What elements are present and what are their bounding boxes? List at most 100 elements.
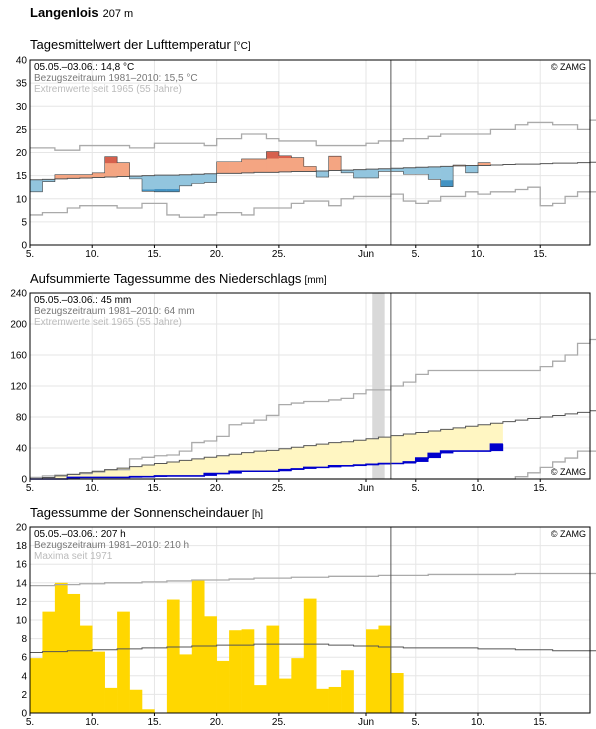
temperature-deviation-bar bbox=[216, 161, 230, 174]
temperature-deviation-bar bbox=[142, 175, 155, 192]
precipitation-max-line bbox=[30, 338, 596, 479]
temperature-legend-line-1: 05.05.–03.06.: 14,8 °C bbox=[34, 62, 134, 73]
temperature-x-tick-label: 20. bbox=[210, 249, 224, 260]
temperature-y-tick-label: 30 bbox=[16, 102, 28, 113]
temperature-deviation-bar bbox=[204, 173, 217, 183]
temperature-x-tick-label: 15. bbox=[533, 249, 547, 260]
station-name: Langenlois bbox=[30, 5, 99, 20]
temperature-deviation-bar bbox=[366, 169, 379, 178]
sunshine-bar bbox=[67, 593, 81, 713]
temperature-deviation-bar bbox=[341, 170, 354, 173]
precipitation-y-tick-label: 240 bbox=[10, 289, 27, 300]
temperature-plot-frame bbox=[29, 59, 591, 246]
temperature-x-tick-label: 5. bbox=[26, 249, 34, 260]
temperature-deviation-bar bbox=[303, 166, 317, 172]
temperature-unit: [°C] bbox=[233, 41, 251, 52]
sunshine-x-tick-label: 25. bbox=[272, 717, 286, 728]
sunshine-bar bbox=[216, 660, 230, 713]
temperature-deviation-bar bbox=[465, 165, 479, 173]
temperature-deviation-bar bbox=[241, 158, 255, 173]
precipitation-credit: © ZAMG bbox=[551, 467, 586, 477]
sunshine-y-tick-label: 10 bbox=[16, 616, 28, 627]
temperature-min-line bbox=[30, 186, 596, 218]
precipitation-reference-line bbox=[30, 410, 596, 480]
sunshine-x-tick-label: 10. bbox=[85, 717, 99, 728]
precipitation-y-tick-label: 0 bbox=[21, 475, 27, 486]
precipitation-daily-bar bbox=[229, 471, 242, 474]
sunshine-y-tick-label: 8 bbox=[21, 634, 27, 645]
sunshine-y-tick-label: 20 bbox=[16, 523, 28, 534]
sunshine-y-tick-label: 4 bbox=[21, 671, 27, 682]
temperature-deviation-bar bbox=[316, 171, 329, 178]
temperature-deviation-bar bbox=[154, 175, 168, 192]
precipitation-x-tick-label: 10. bbox=[471, 483, 485, 494]
temperature-deviation-bar bbox=[415, 167, 429, 175]
sunshine-bar bbox=[341, 670, 354, 713]
precipitation-x-tick-label: Jun bbox=[358, 483, 374, 494]
temperature-mean-line bbox=[30, 151, 491, 193]
temperature-extreme-bar bbox=[278, 155, 292, 159]
temperature-deviation-bar bbox=[403, 167, 417, 175]
temperature-title-text: Tagesmittelwert der Lufttemperatur bbox=[30, 37, 231, 52]
sunshine-x-tick-label: 5. bbox=[412, 717, 420, 728]
precipitation-sum-line bbox=[30, 443, 503, 480]
temperature-extreme-bar bbox=[142, 189, 155, 192]
sunshine-plot-frame bbox=[29, 526, 591, 714]
sunshine-unit: [h] bbox=[251, 509, 264, 520]
precipitation-daily-bar bbox=[204, 473, 217, 476]
temperature-deviation-bar bbox=[54, 174, 68, 179]
sunshine-bar bbox=[278, 678, 292, 713]
precipitation-x-tick-label: 5. bbox=[412, 483, 420, 494]
precipitation-daily-bar bbox=[415, 458, 429, 462]
temperature-y-tick-label: 25 bbox=[16, 125, 28, 136]
temperature-legend-line-3: Extremwerte seit 1965 (55 Jahre) bbox=[34, 84, 182, 95]
sunshine-bar bbox=[117, 611, 130, 713]
temperature-extreme-bar bbox=[266, 151, 280, 159]
precipitation-y-tick-label: 200 bbox=[10, 320, 27, 331]
temperature-y-tick-label: 0 bbox=[21, 241, 27, 252]
sunshine-bar bbox=[30, 658, 43, 713]
sunshine-bar bbox=[54, 582, 68, 713]
temperature-deviation-bar bbox=[278, 155, 292, 172]
temperature-deviation-bar bbox=[30, 179, 43, 192]
sunshine-y-tick-label: 6 bbox=[21, 653, 27, 664]
precipitation-y-tick-label: 80 bbox=[16, 413, 28, 424]
precipitation-x-tick-label: 5. bbox=[26, 483, 34, 494]
temperature-extreme-bar bbox=[166, 189, 180, 192]
precipitation-legend-line-1: 05.05.–03.06.: 45 mm bbox=[34, 295, 131, 306]
sunshine-y-tick-label: 0 bbox=[21, 709, 27, 720]
sunshine-legend-line-2: Bezugszeitraum 1981–2010: 210 h bbox=[34, 540, 189, 551]
sunshine-bar bbox=[303, 598, 317, 713]
sunshine-bar bbox=[229, 630, 242, 713]
precipitation-unit: [mm] bbox=[304, 275, 327, 286]
temperature-x-tick-label: 10. bbox=[471, 249, 485, 260]
temperature-deviation-bar bbox=[378, 168, 392, 172]
sunshine-bar bbox=[179, 654, 193, 713]
sunshine-bar bbox=[142, 709, 155, 713]
temperature-x-tick-label: 15. bbox=[147, 249, 161, 260]
temperature-credit: © ZAMG bbox=[551, 62, 586, 72]
temperature-deviation-bar bbox=[42, 179, 56, 182]
sunshine-bar bbox=[291, 658, 305, 713]
precipitation-legend-line-3: Extremwerte seit 1965 (55 Jahre) bbox=[34, 317, 182, 328]
sunshine-max-line bbox=[30, 572, 596, 587]
temperature-x-tick-label: 25. bbox=[272, 249, 286, 260]
precipitation-y-tick-label: 40 bbox=[16, 444, 28, 455]
sunshine-y-tick-label: 2 bbox=[21, 690, 27, 701]
precipitation-legend-line-2: Bezugszeitraum 1981–2010: 64 mm bbox=[34, 306, 195, 317]
precipitation-x-tick-label: 25. bbox=[272, 483, 286, 494]
sunshine-x-tick-label: 5. bbox=[26, 717, 34, 728]
precipitation-x-tick-label: 15. bbox=[147, 483, 161, 494]
sunshine-y-tick-label: 14 bbox=[16, 578, 28, 589]
temperature-deviation-bar bbox=[328, 156, 342, 171]
temperature-max-line bbox=[30, 119, 596, 151]
sunshine-credit: © ZAMG bbox=[551, 529, 586, 539]
temperature-deviation-bar bbox=[129, 176, 143, 179]
temperature-x-tick-label: 5. bbox=[412, 249, 420, 260]
temperature-deviation-bar bbox=[117, 162, 130, 177]
temperature-deviation-bar bbox=[67, 174, 81, 179]
sunshine-reference-line bbox=[30, 643, 596, 654]
temperature-deviation-bar bbox=[254, 158, 267, 173]
temperature-deviation-bar bbox=[390, 168, 404, 172]
